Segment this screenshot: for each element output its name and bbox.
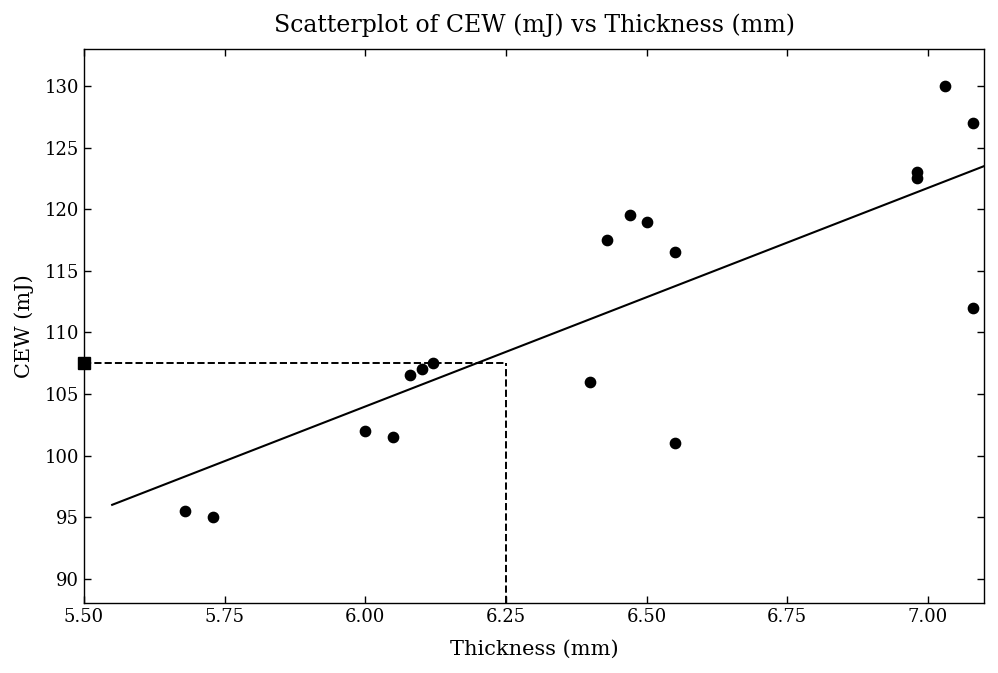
Point: [402, 370, 418, 381]
Point: [425, 358, 441, 369]
Point: [965, 118, 981, 129]
Point: [385, 431, 401, 442]
X-axis label: Thickness (mm): Thickness (mm): [450, 640, 619, 659]
Y-axis label: CEW (mJ): CEW (mJ): [14, 275, 34, 378]
Point: [667, 247, 683, 258]
Title: Scatterplot of CEW (mJ) vs Thickness (mm): Scatterplot of CEW (mJ) vs Thickness (mm…: [273, 14, 794, 38]
Point: [908, 167, 924, 178]
Point: [908, 173, 924, 184]
Point: [622, 210, 638, 221]
Point: [178, 505, 194, 516]
Point: [599, 235, 615, 246]
Point: [583, 376, 599, 387]
Point: [667, 438, 683, 449]
Point: [413, 364, 429, 375]
Point: [639, 216, 655, 227]
Point: [206, 511, 222, 522]
Point: [937, 81, 953, 92]
Point: [965, 302, 981, 313]
Point: [357, 425, 373, 436]
